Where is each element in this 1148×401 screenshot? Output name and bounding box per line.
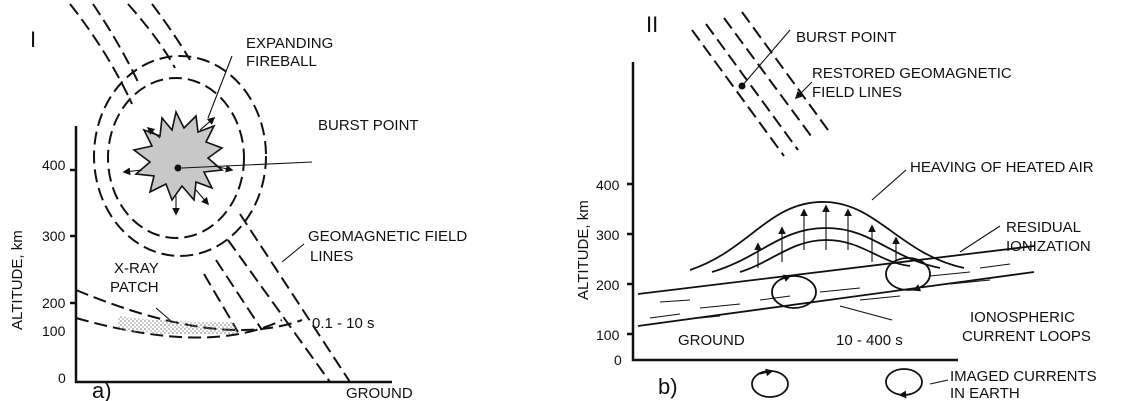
panel-b: II 400 300 200 100 0 ALTITUDE, km <box>575 11 1097 401</box>
imaged-loop-left-arrow <box>759 368 774 377</box>
ionization-hatching <box>649 263 1011 319</box>
label-patch: PATCH <box>110 279 159 296</box>
label-ground-a: GROUND <box>346 385 413 401</box>
leader-iono <box>839 305 893 321</box>
label-ionospheric: IONOSPHERIC <box>970 309 1075 326</box>
heaving-arrows <box>754 204 900 268</box>
leader-field-lines <box>281 243 305 263</box>
tick-b-100: 100 <box>596 327 620 343</box>
label-fireball: FIREBALL <box>246 53 317 70</box>
burst-point-dot-a <box>174 164 182 172</box>
panel-b-y-axis-label: ALTITUDE, km <box>575 200 592 300</box>
ionization-upper <box>637 245 1035 295</box>
label-xray: X-RAY <box>114 260 159 277</box>
tick-b-300: 300 <box>596 227 620 243</box>
label-burst-point-a: BURST POINT <box>318 117 419 134</box>
tick-b-0: 0 <box>614 352 622 368</box>
leader-burst-point <box>181 161 313 169</box>
label-geomagnetic-field: GEOMAGNETIC FIELD <box>308 228 467 245</box>
panel-b-letter: b) <box>658 374 678 399</box>
leader-xray <box>155 307 171 321</box>
panel-a: I 400 300 200 100 0 ALTITUDE, km <box>9 3 467 401</box>
fireball-shape <box>132 109 224 202</box>
label-burst-point-b: BURST POINT <box>796 29 897 46</box>
arc-lower <box>75 317 283 339</box>
ionization-lower <box>637 271 1035 327</box>
iono-loop-left-arrow <box>779 274 792 282</box>
panel-b-axes <box>631 62 958 362</box>
label-restored: RESTORED GEOMAGNETIC <box>812 65 1012 82</box>
panel-a-y-axis-label: ALTITUDE, km <box>9 230 26 330</box>
leader-restored <box>794 81 813 100</box>
panel-a-roman: I <box>30 27 36 52</box>
leader-residual <box>959 225 1001 253</box>
label-time-a: 0.1 - 10 s <box>312 315 375 332</box>
iono-loop-right-arrow <box>912 284 925 292</box>
imaged-loop-right <box>885 368 923 396</box>
panel-a-ticks: 400 300 200 100 0 <box>42 157 76 386</box>
tick-b-400: 400 <box>596 177 620 193</box>
tick-300: 300 <box>42 228 66 244</box>
imaged-loop-right-arrow <box>898 390 913 399</box>
label-ionization: IONIZATION <box>1006 238 1091 255</box>
label-heaving: HEAVING OF HEATED AIR <box>910 159 1094 176</box>
label-in-earth: IN EARTH <box>950 385 1020 401</box>
restored-field-lines <box>691 11 829 157</box>
label-time-b: 10 - 400 s <box>836 332 903 349</box>
label-expanding: EXPANDING <box>246 35 333 52</box>
panel-a-letter: a) <box>92 378 112 401</box>
fireball-ring-outer <box>93 55 267 257</box>
fireball-ring-inner <box>107 77 245 239</box>
label-ground-b: GROUND <box>678 332 745 349</box>
tick-200: 200 <box>42 295 66 311</box>
xray-patch <box>118 316 240 335</box>
tick-100-label: 100 <box>42 323 66 339</box>
label-residual: RESIDUAL <box>1006 219 1081 236</box>
label-lines: LINES <box>310 248 353 265</box>
panel-b-ticks: 400 300 200 100 0 <box>596 177 633 368</box>
leader-imaged <box>929 379 949 385</box>
leader-fireball <box>207 55 233 119</box>
tick-b-200: 200 <box>596 277 620 293</box>
leader-heaving <box>871 169 907 201</box>
tick-0: 0 <box>58 370 66 386</box>
imaged-loop-left <box>751 370 789 398</box>
iono-loop-left <box>771 275 817 309</box>
label-field-lines: FIELD LINES <box>812 84 902 101</box>
label-current-loops: CURRENT LOOPS <box>962 328 1091 345</box>
leader-burst-b <box>741 29 791 87</box>
label-imaged: IMAGED CURRENTS <box>950 368 1097 385</box>
panel-b-roman: II <box>646 12 658 37</box>
tick-400: 400 <box>42 157 66 173</box>
iono-loop-right <box>885 257 931 291</box>
panel-a-axes <box>74 126 392 384</box>
